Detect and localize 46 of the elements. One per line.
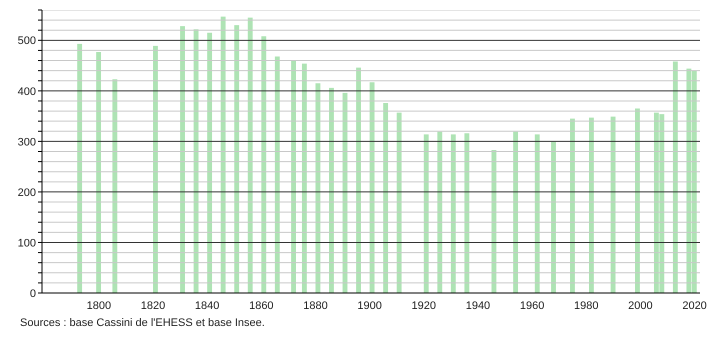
bar [180, 26, 185, 293]
bar [672, 62, 678, 293]
bar [570, 118, 575, 293]
bar [302, 64, 307, 293]
x-tick-label: 1920 [412, 300, 436, 312]
bar [356, 68, 361, 293]
y-tick-label: 300 [18, 136, 36, 148]
y-tick-label: 100 [18, 237, 36, 250]
bar [194, 29, 199, 293]
bar [342, 92, 348, 293]
bar [588, 118, 594, 293]
bar [96, 52, 102, 293]
bar [551, 142, 556, 293]
y-tick-label: 0 [30, 288, 36, 300]
x-tick-label: 1980 [574, 300, 599, 312]
x-tick-label: 1940 [466, 300, 490, 312]
x-tick-label: 1960 [520, 300, 544, 312]
x-tick-label: 2000 [628, 300, 653, 312]
bar [513, 132, 518, 293]
x-tick-label: 1880 [303, 300, 328, 312]
bar [291, 60, 296, 293]
x-tick-label: 1900 [357, 300, 382, 312]
bar [112, 79, 118, 293]
bar [492, 150, 496, 293]
y-tick-label: 500 [18, 35, 36, 48]
bar [77, 44, 82, 293]
bar [220, 16, 226, 293]
bar [383, 102, 388, 293]
bar [396, 112, 402, 293]
bar [315, 83, 320, 293]
x-tick-label: 1800 [86, 300, 112, 312]
bar [370, 82, 375, 293]
y-tick-label: 200 [18, 186, 36, 199]
bar [153, 46, 158, 293]
x-tick-label: 1820 [140, 300, 166, 312]
bar [450, 134, 456, 293]
x-tick-label: 1840 [194, 300, 220, 312]
bar [207, 32, 212, 293]
bar [635, 108, 640, 293]
y-tick-label: 400 [18, 86, 36, 98]
x-tick-label: 2020 [682, 300, 707, 312]
bar [610, 116, 616, 293]
x-tick-label: 1860 [249, 300, 274, 312]
source-note: Sources : base Cassini de l'EHESS et base Insee. [20, 317, 266, 329]
bar [464, 133, 470, 293]
bar [329, 88, 334, 293]
